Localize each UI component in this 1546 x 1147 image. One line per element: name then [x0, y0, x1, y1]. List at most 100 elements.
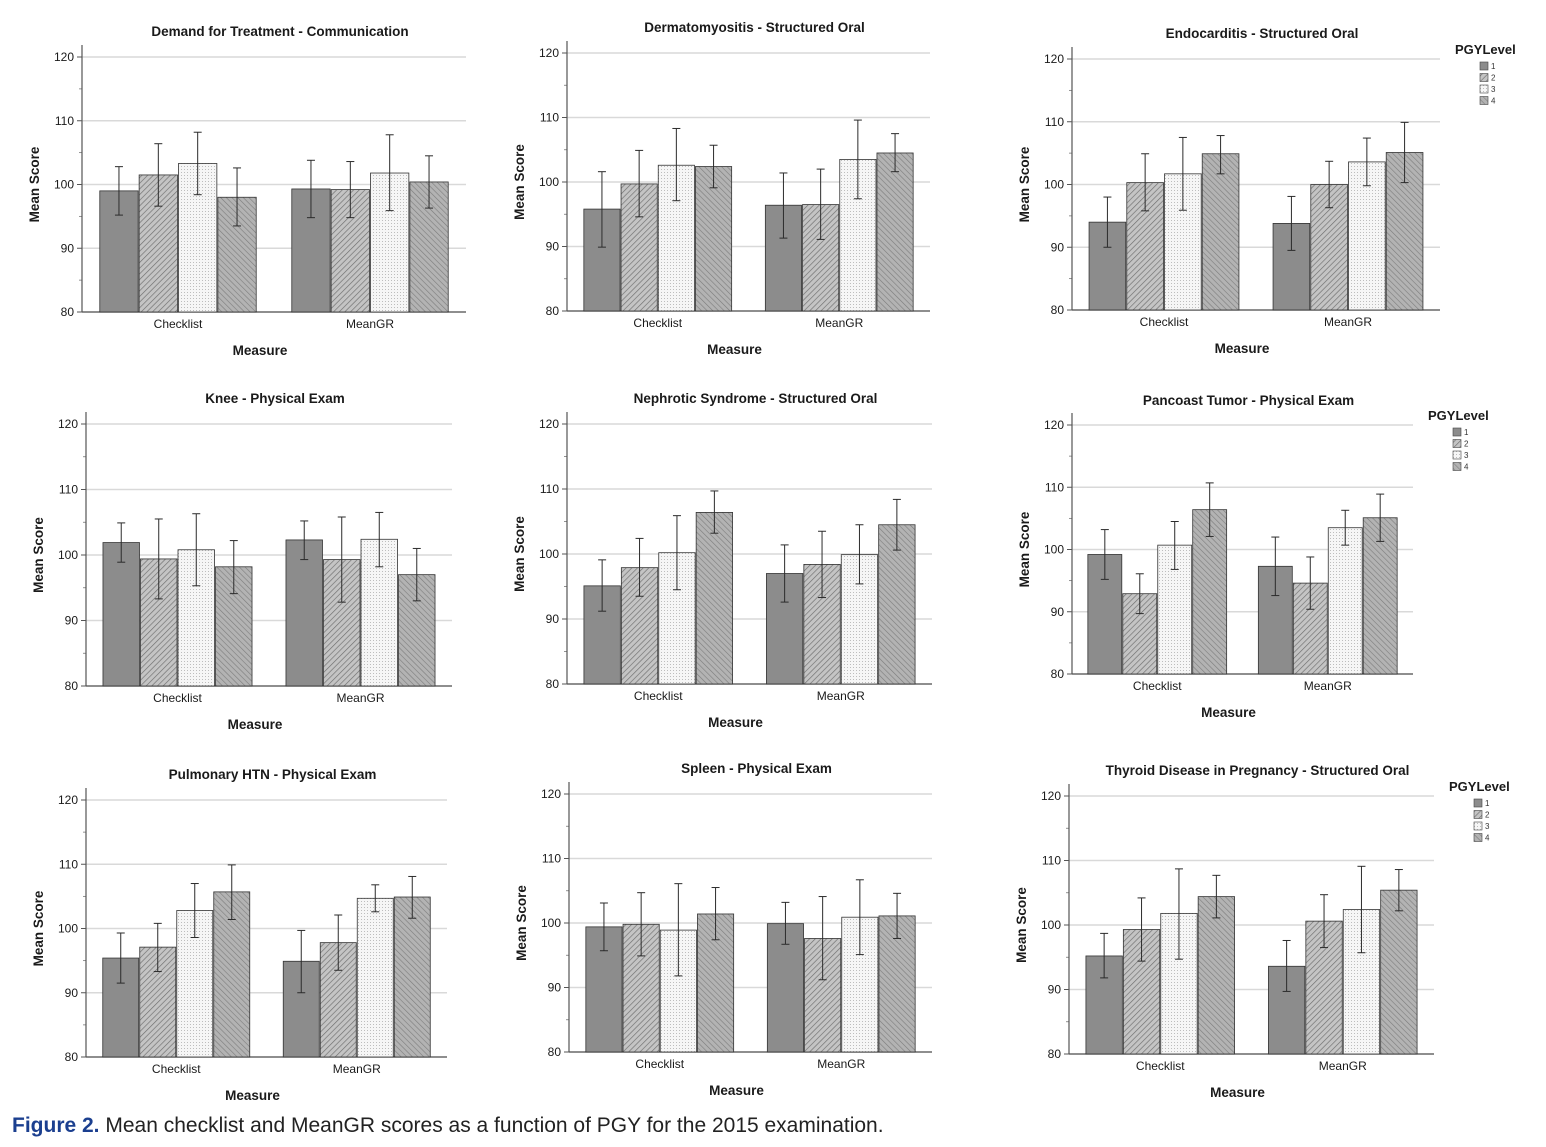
chart-title: Dermatomyositis - Structured Oral — [644, 20, 865, 35]
legend-label: 4 — [1464, 463, 1469, 472]
y-tick-label: 90 — [65, 986, 79, 1000]
x-category-label: MeanGR — [1304, 679, 1352, 693]
y-axis-label: Mean Score — [31, 517, 46, 593]
bar-pgy4-meangr — [878, 524, 916, 685]
legend-swatch-2 — [1452, 439, 1462, 448]
chart-title: Pulmonary HTN - Physical Exam — [169, 767, 377, 782]
y-axis-label: Mean Score — [1014, 887, 1029, 963]
y-tick-label: 100 — [539, 175, 559, 189]
legend-label: 2 — [1464, 440, 1469, 449]
legend-swatch-1 — [1473, 798, 1483, 808]
y-tick-label: 80 — [548, 1045, 562, 1059]
legend-swatch-4 — [1473, 833, 1483, 842]
x-axis-label: Measure — [1215, 341, 1270, 356]
bar-pgy4-checklist — [1192, 509, 1228, 675]
x-axis-label: Measure — [1210, 1085, 1265, 1100]
figure-label: Figure 2. — [12, 1114, 100, 1137]
legend-swatch-1 — [1479, 61, 1489, 71]
y-axis-label: Mean Score — [1017, 146, 1032, 222]
y-tick-label: 80 — [1048, 1047, 1062, 1061]
x-category-label: MeanGR — [817, 1057, 865, 1071]
y-axis-label: Mean Score — [512, 516, 527, 592]
bar-pgy2-checklist — [620, 567, 659, 685]
legend-label: 4 — [1491, 97, 1496, 106]
y-tick-label: 120 — [1044, 418, 1064, 432]
x-category-label: Checklist — [154, 317, 203, 331]
y-tick-label: 110 — [55, 114, 74, 128]
y-axis-label: Mean Score — [512, 144, 527, 220]
x-category-label: Checklist — [633, 316, 682, 330]
y-tick-label: 120 — [539, 46, 559, 60]
bar-pgy2-checklist — [1122, 929, 1161, 1055]
bar-pgy3-meangr — [1348, 161, 1386, 311]
x-axis-label: Measure — [707, 342, 762, 357]
y-tick-label: 100 — [54, 178, 74, 192]
figure-caption-text: Mean checklist and MeanGR scores as a fu… — [105, 1114, 884, 1137]
y-axis-label: Mean Score — [31, 890, 46, 966]
x-axis-label: Measure — [709, 1083, 764, 1098]
x-category-label: MeanGR — [815, 316, 863, 330]
chart-1: 80 90 100 110 120 Checklist MeanGR Demand for T… — [27, 24, 466, 358]
y-tick-label: 80 — [65, 679, 79, 693]
y-tick-label: 100 — [1044, 178, 1064, 192]
x-category-label: Checklist — [152, 1062, 201, 1076]
y-tick-label: 100 — [1044, 543, 1064, 557]
legend-swatch-3 — [1479, 84, 1489, 94]
chart-9: 80 90 100 110 120 Checklist MeanGR Thyroid Dise… — [1014, 763, 1510, 1100]
y-tick-label: 110 — [59, 857, 78, 871]
y-axis-label: Mean Score — [1017, 511, 1032, 587]
y-tick-label: 80 — [546, 677, 560, 691]
legend-swatch-4 — [1452, 462, 1462, 471]
y-tick-label: 100 — [539, 547, 559, 561]
y-axis-label: Mean Score — [27, 146, 42, 222]
chart-3: 80 90 100 110 120 Checklist MeanGR Endocarditis… — [1017, 26, 1516, 356]
legend-label: 1 — [1485, 799, 1490, 808]
bar-pgy4-checklist — [695, 512, 733, 685]
chart-5: 80 90 100 110 120 Checklist MeanGR Nephrotic Sy… — [512, 391, 932, 730]
legend-swatch-3 — [1452, 450, 1462, 460]
bar-pgy1-meangr — [1268, 965, 1306, 1055]
legend-title: PGYLevel — [1428, 408, 1489, 423]
legend-swatch-4 — [1479, 96, 1489, 105]
y-tick-label: 90 — [61, 241, 75, 255]
y-tick-label: 120 — [541, 787, 561, 801]
y-tick-label: 110 — [540, 482, 559, 496]
x-axis-label: Measure — [1201, 705, 1256, 720]
x-category-label: Checklist — [634, 689, 683, 703]
y-tick-label: 110 — [542, 852, 561, 866]
chart-title: Pancoast Tumor - Physical Exam — [1143, 393, 1354, 408]
y-tick-label: 90 — [1051, 605, 1065, 619]
legend-swatch-2 — [1473, 810, 1483, 819]
y-axis-label: Mean Score — [514, 885, 529, 961]
y-tick-label: 120 — [1044, 52, 1064, 66]
x-category-label: MeanGR — [336, 691, 384, 705]
legend: PGYLevel 1 2 3 4 — [1455, 42, 1516, 106]
x-category-label: MeanGR — [346, 317, 394, 331]
bar-pgy1-meangr — [1257, 565, 1293, 675]
x-category-label: Checklist — [635, 1057, 684, 1071]
legend-label: 1 — [1464, 428, 1469, 437]
legend-label: 4 — [1485, 834, 1490, 843]
legend-label: 2 — [1491, 74, 1496, 83]
y-tick-label: 90 — [65, 614, 79, 628]
chart-4: 80 90 100 110 120 Checklist MeanGR Knee - Physi… — [31, 391, 452, 732]
y-tick-label: 120 — [539, 417, 559, 431]
y-tick-label: 90 — [546, 612, 560, 626]
bar-pgy4-checklist — [1197, 896, 1235, 1055]
y-tick-label: 110 — [59, 483, 78, 497]
chart-title: Thyroid Disease in Pregnancy - Structure… — [1106, 763, 1410, 778]
figure-caption: Figure 2. Mean checklist and MeanGR scor… — [12, 1114, 884, 1138]
y-tick-label: 80 — [546, 304, 560, 318]
y-tick-label: 100 — [58, 922, 78, 936]
chart-title: Knee - Physical Exam — [205, 391, 345, 406]
y-tick-label: 80 — [1051, 303, 1065, 317]
bar-pgy4-meangr — [1380, 889, 1418, 1055]
y-tick-label: 100 — [58, 548, 78, 562]
bar-pgy3-meangr — [356, 897, 394, 1058]
bar-pgy4-meangr — [876, 152, 914, 312]
y-tick-label: 120 — [54, 50, 74, 64]
x-category-label: MeanGR — [1324, 315, 1372, 329]
chart-layer: 80 90 100 110 120 Checklist MeanGR Demand for T… — [27, 20, 1516, 1103]
y-tick-label: 90 — [548, 981, 562, 995]
